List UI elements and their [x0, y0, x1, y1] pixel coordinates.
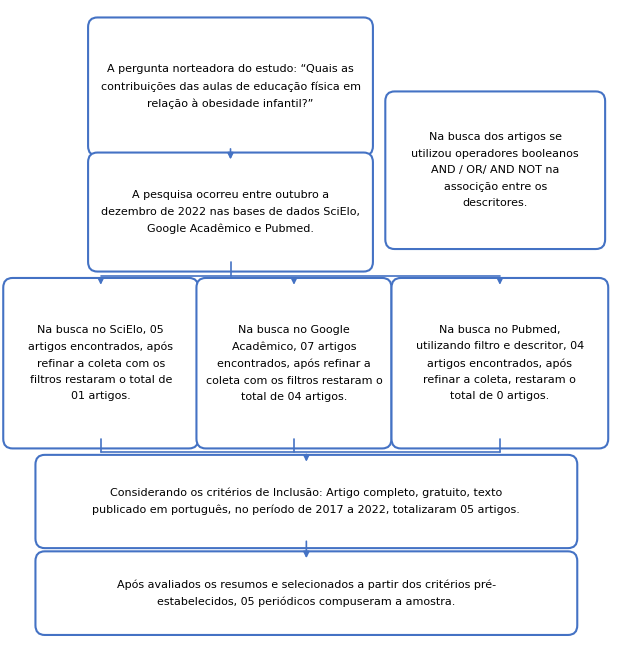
Text: A pergunta norteadora do estudo: “Quais as
contribuições das aulas de educação f: A pergunta norteadora do estudo: “Quais … [101, 65, 361, 109]
FancyBboxPatch shape [88, 17, 373, 156]
Text: Na busca no SciElo, 05
artigos encontrados, após
refinar a coleta com os
filtros: Na busca no SciElo, 05 artigos encontrad… [28, 325, 174, 401]
FancyBboxPatch shape [385, 92, 605, 249]
FancyBboxPatch shape [88, 152, 373, 271]
Text: Na busca dos artigos se
utilizou operadores booleanos
AND / OR/ AND NOT na
assoc: Na busca dos artigos se utilizou operado… [411, 132, 579, 208]
FancyBboxPatch shape [391, 278, 608, 448]
Text: Após avaliados os resumos e selecionados a partir dos critérios pré-
estabelecid: Após avaliados os resumos e selecionados… [117, 579, 496, 607]
Text: Considerando os critérios de Inclusão: Artigo completo, gratuito, texto
publicad: Considerando os critérios de Inclusão: A… [93, 488, 520, 516]
FancyBboxPatch shape [197, 278, 391, 448]
Text: A pesquisa ocorreu entre outubro a
dezembro de 2022 nas bases de dados SciElo,
G: A pesquisa ocorreu entre outubro a dezem… [101, 190, 360, 234]
Text: Na busca no Google
Acadêmico, 07 artigos
encontrados, após refinar a
coleta com : Na busca no Google Acadêmico, 07 artigos… [206, 324, 383, 402]
FancyBboxPatch shape [35, 455, 577, 548]
Text: Na busca no Pubmed,
utilizando filtro e descritor, 04
artigos encontrados, após
: Na busca no Pubmed, utilizando filtro e … [415, 325, 584, 401]
FancyBboxPatch shape [35, 551, 577, 635]
FancyBboxPatch shape [3, 278, 198, 448]
